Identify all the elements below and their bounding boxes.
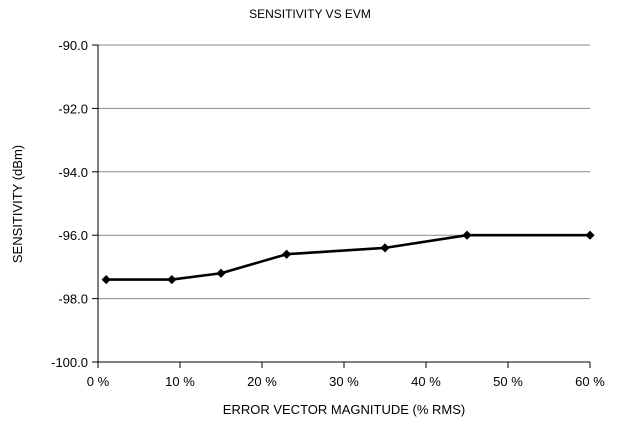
x-tick-label: 0 % (87, 374, 110, 389)
x-tick-label: 40 % (411, 374, 441, 389)
grid-group (98, 44, 590, 363)
data-point-marker (101, 274, 111, 285)
y-tick-label: -98.0 (58, 292, 88, 307)
x-tick-label: 30 % (329, 374, 359, 389)
y-tick-label: -100.0 (51, 355, 88, 370)
x-axis-title: ERROR VECTOR MAGNITUDE (% RMS) (223, 402, 465, 417)
data-point-marker (282, 249, 292, 259)
x-tick-label: 10 % (165, 374, 195, 389)
data-point-marker (462, 230, 472, 240)
x-tick-label: 50 % (493, 374, 523, 389)
chart-title: SENSITIVITY VS EVM (249, 7, 371, 21)
data-point-marker (585, 230, 595, 240)
data-point-marker (380, 243, 390, 253)
axes-group (97, 45, 590, 363)
data-point-marker (167, 274, 177, 285)
x-tick-label: 20 % (247, 374, 277, 389)
series-group (101, 230, 595, 285)
y-axis-title: SENSITIVITY (dBm) (10, 145, 25, 263)
x-ticks-group: 0 % 10 % 20 % 30 % 40 % 50 % 60 % (87, 362, 605, 389)
data-point-marker (216, 268, 226, 278)
y-tick-label: -94.0 (58, 165, 88, 180)
y-tick-label: -90.0 (58, 38, 88, 53)
y-ticks-group: -90.0 -92.0 -94.0 -96.0 -98.0 -100.0 (51, 38, 98, 370)
sensitivity-series-line (104, 233, 592, 281)
y-tick-label: -96.0 (58, 228, 88, 243)
y-tick-label: -92.0 (58, 101, 88, 116)
x-tick-label: 60 % (575, 374, 605, 389)
